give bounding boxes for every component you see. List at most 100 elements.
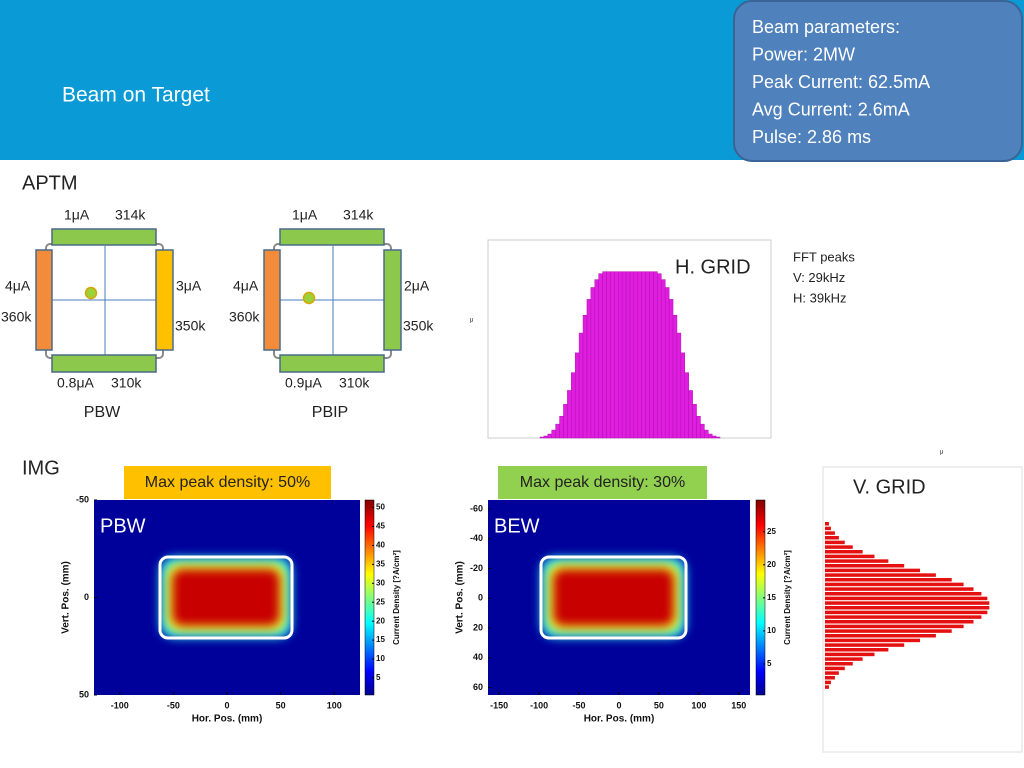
hgrid-bar bbox=[692, 404, 697, 439]
beam-dot bbox=[302, 291, 316, 305]
vgrid-bar bbox=[825, 629, 952, 633]
monitor-left-label: 4μA bbox=[5, 278, 31, 294]
vgrid-bar bbox=[825, 559, 889, 563]
hgrid-bar bbox=[653, 271, 658, 439]
x-axis-label: Hor. Pos. (mm) bbox=[584, 714, 655, 725]
hgrid-bar bbox=[547, 433, 552, 439]
colorbar-tick-label: 50 bbox=[376, 503, 385, 512]
heatmap-label: BEW bbox=[494, 515, 540, 537]
vgrid-bar bbox=[825, 578, 952, 582]
monitor-right-label: 350k bbox=[175, 318, 206, 334]
x-tick-label: -150 bbox=[490, 700, 508, 710]
monitor-top-label: 314k bbox=[343, 207, 374, 223]
x-tick-label: 0 bbox=[616, 700, 621, 710]
y-tick-label: 60 bbox=[473, 682, 483, 692]
colorbar-tick-label: 20 bbox=[376, 616, 385, 625]
colorbar-label: Current Density [?A/cm²] bbox=[783, 550, 792, 645]
vgrid-bar bbox=[825, 638, 921, 643]
hgrid-bar bbox=[633, 271, 639, 439]
x-tick-label: 150 bbox=[731, 700, 746, 710]
x-tick-label: -100 bbox=[530, 700, 548, 710]
hgrid-bar bbox=[641, 271, 646, 439]
monitor-left-label: 360k bbox=[229, 309, 260, 325]
hgrid-bar bbox=[543, 435, 549, 439]
badge bbox=[124, 466, 331, 499]
monitor-left-label: 4μA bbox=[233, 278, 259, 294]
hgrid-bar bbox=[539, 436, 545, 439]
heat-red bbox=[172, 569, 280, 626]
monitor-top-label: 1μA bbox=[292, 207, 318, 223]
x-tick-label: 100 bbox=[691, 700, 706, 710]
x-tick-label: -100 bbox=[111, 700, 129, 710]
vgrid-bar bbox=[825, 592, 982, 596]
x-tick-label: 50 bbox=[276, 700, 286, 710]
fft-line: FFT peaks bbox=[793, 249, 855, 264]
hgrid-bar bbox=[578, 332, 584, 439]
hgrid-bar bbox=[645, 271, 650, 439]
monitor: 1μA 314k 4μA 360k 3μA 350k 0.8μA 310k PBW bbox=[1, 207, 206, 422]
hgrid-bar bbox=[606, 271, 611, 439]
param-line: Avg Current: 2.6mA bbox=[752, 99, 910, 119]
hgrid-bar bbox=[676, 332, 682, 439]
aptm-label: APTM bbox=[22, 172, 78, 194]
hgrid-bar bbox=[696, 415, 701, 439]
hgrid-bar bbox=[614, 271, 619, 439]
colorbar-tick-label: 35 bbox=[376, 559, 385, 568]
y-tick-label: 20 bbox=[473, 622, 483, 632]
vgrid-bar bbox=[825, 648, 889, 652]
params-box bbox=[733, 0, 1023, 162]
hgrid-bar bbox=[618, 271, 623, 439]
monitor-top-label: 1μA bbox=[64, 207, 90, 223]
colorbar-tick-label: 5 bbox=[376, 673, 381, 682]
x-tick-label: -50 bbox=[167, 700, 180, 710]
heat-outline bbox=[158, 555, 294, 640]
hgrid-bar bbox=[657, 273, 662, 439]
vgrid-bar bbox=[825, 587, 974, 591]
vgrid-bar bbox=[825, 652, 875, 657]
y-tick-label: 0 bbox=[84, 592, 89, 602]
vgrid-bar bbox=[825, 554, 875, 559]
param-line: Peak Current: 62.5mA bbox=[752, 72, 930, 92]
fft: FFT peaks V: 29kHz H: 39kHz bbox=[793, 249, 855, 305]
param-line: Beam parameters: bbox=[752, 17, 900, 37]
y-tick-label: 40 bbox=[473, 652, 483, 662]
colorbar-tick-label: 20 bbox=[767, 560, 776, 569]
vgrid-bar bbox=[825, 536, 839, 540]
hgrid-bar bbox=[684, 372, 689, 439]
hgrid-bar bbox=[610, 271, 615, 439]
colorbar-tick-label: 25 bbox=[376, 597, 385, 606]
colorbar-tick-label: 10 bbox=[767, 626, 776, 635]
x-tick-label: 50 bbox=[654, 700, 664, 710]
vgrid-bar bbox=[825, 582, 964, 587]
hgrid-bar bbox=[664, 287, 670, 439]
hgrid-bar bbox=[629, 271, 635, 439]
monitor-name: PBIP bbox=[312, 404, 348, 421]
hgrid-bar bbox=[586, 299, 592, 439]
heatmaps: Max peak density: 50%PBW-100 -50 0 50 100-50… bbox=[61, 466, 792, 725]
vgrid-bar bbox=[825, 564, 905, 568]
vgrid bbox=[825, 522, 990, 689]
beam-dot bbox=[84, 286, 98, 300]
hgrid-bar bbox=[672, 314, 678, 439]
left-bar bbox=[35, 249, 53, 351]
monitor-bottom-label: 310k bbox=[111, 375, 142, 391]
y-tick-label: 0 bbox=[478, 593, 483, 603]
vgrid-bar bbox=[825, 610, 988, 615]
colorbar bbox=[364, 499, 375, 696]
hgrid-bar bbox=[704, 429, 709, 439]
colorbar-tick-label: 15 bbox=[376, 635, 385, 644]
heatmap: Max peak density: 30%BEW-150 -100 -50 0 50 10… bbox=[455, 466, 792, 725]
hgrid-label: H. GRID bbox=[675, 256, 751, 278]
vgrid-bar bbox=[825, 573, 936, 577]
hgrid bbox=[539, 271, 721, 439]
vgrid-bar bbox=[825, 671, 839, 675]
vgrid-bar bbox=[825, 676, 835, 680]
monitor-bottom-label: 0.8μA bbox=[57, 375, 95, 391]
hgrid-bar bbox=[688, 390, 693, 439]
x-tick-label: 100 bbox=[327, 700, 342, 710]
hgrid-bar bbox=[700, 423, 705, 439]
vgrid-bar bbox=[825, 601, 990, 605]
monitor-right-label: 2μA bbox=[404, 278, 430, 294]
